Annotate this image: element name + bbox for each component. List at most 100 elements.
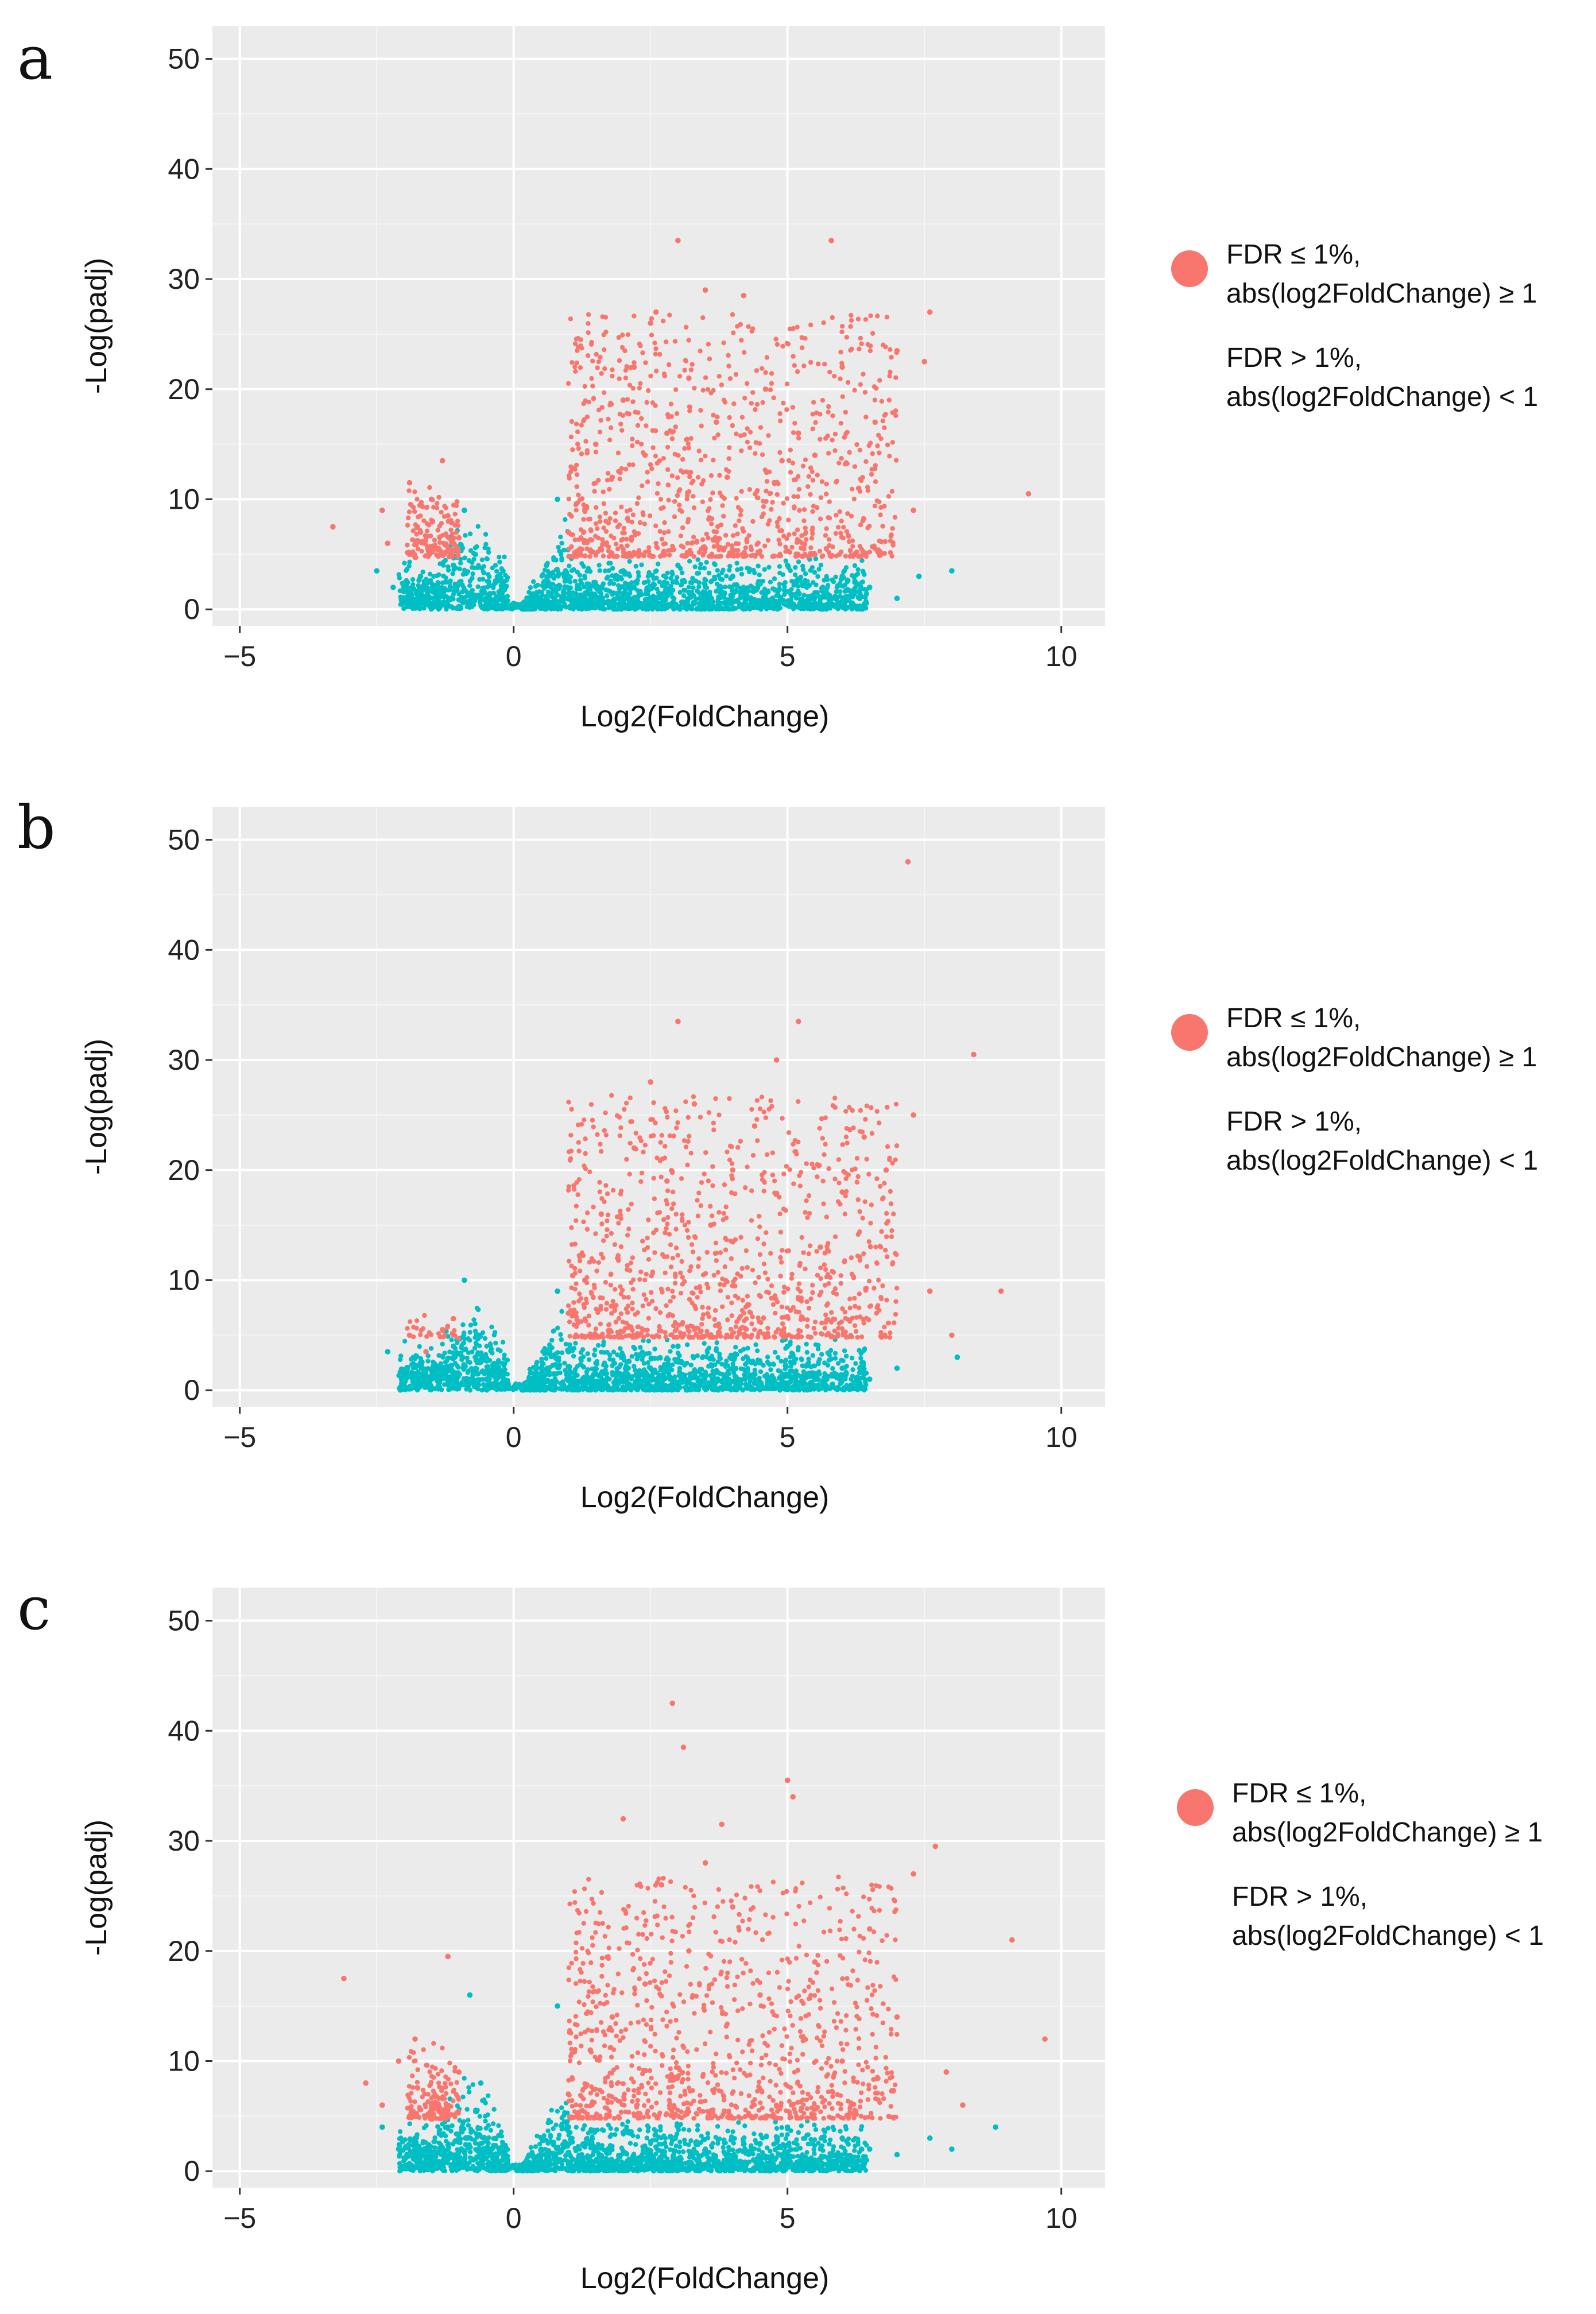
sig-point bbox=[880, 418, 885, 424]
nonsig-point bbox=[566, 589, 572, 595]
sig-point bbox=[654, 490, 660, 496]
sig-point bbox=[711, 458, 716, 463]
nonsig-point bbox=[688, 1376, 694, 1382]
sig-point bbox=[661, 372, 667, 377]
sig-point bbox=[799, 345, 805, 350]
sig-point bbox=[711, 529, 716, 534]
nonsig-point bbox=[401, 584, 406, 590]
nonsig-point bbox=[592, 594, 598, 600]
nonsig-point bbox=[409, 593, 415, 598]
nonsig-point bbox=[700, 604, 705, 609]
sig-point bbox=[846, 532, 851, 538]
nonsig-point bbox=[789, 587, 794, 592]
sig-point bbox=[742, 350, 747, 355]
sig-point bbox=[659, 536, 665, 542]
sig-point bbox=[774, 342, 780, 347]
nonsig-point bbox=[768, 579, 773, 585]
sig-point bbox=[599, 371, 604, 376]
sig-point bbox=[591, 396, 596, 401]
nonsig-data-point bbox=[374, 568, 379, 574]
nonsig-point bbox=[465, 569, 471, 574]
sig-point bbox=[677, 502, 682, 508]
sig-point bbox=[818, 516, 823, 521]
nonsig-point bbox=[502, 554, 507, 560]
nonsig-point bbox=[783, 558, 789, 563]
sig-point bbox=[568, 464, 574, 470]
nonsig-point bbox=[713, 1348, 719, 1353]
sig-point bbox=[826, 515, 831, 520]
sig-point bbox=[700, 315, 706, 320]
sig-point bbox=[588, 537, 593, 542]
nonsig-point bbox=[448, 1363, 454, 1368]
sig-point bbox=[847, 548, 853, 553]
sig-data-point bbox=[675, 238, 681, 243]
sig-point bbox=[629, 520, 634, 525]
sig-point bbox=[771, 395, 776, 401]
nonsig-point bbox=[570, 1348, 575, 1353]
nonsig-point bbox=[668, 1349, 673, 1354]
nonsig-point bbox=[628, 601, 634, 606]
sig-point bbox=[781, 400, 786, 406]
nonsig-point bbox=[465, 1359, 471, 1364]
sig-data-point bbox=[565, 529, 571, 535]
sig-point bbox=[808, 492, 813, 497]
nonsig-point bbox=[684, 603, 689, 608]
nonsig-point bbox=[672, 596, 677, 601]
nonsig-point bbox=[849, 1356, 855, 1361]
sig-point bbox=[601, 554, 606, 559]
sig-point bbox=[830, 315, 835, 320]
nonsig-point bbox=[544, 1365, 550, 1371]
sig-data-point bbox=[428, 496, 435, 502]
nonsig-point bbox=[693, 578, 699, 583]
sig-point bbox=[734, 431, 739, 436]
sig-point bbox=[455, 523, 461, 528]
nonsig-point bbox=[475, 524, 481, 529]
nonsig-point bbox=[545, 1377, 551, 1383]
sig-point bbox=[606, 520, 611, 526]
nonsig-point bbox=[858, 584, 863, 589]
nonsig-point bbox=[467, 583, 472, 589]
sig-point bbox=[808, 551, 813, 556]
nonsig-point bbox=[505, 1357, 510, 1363]
sig-point bbox=[882, 539, 888, 544]
nonsig-point bbox=[762, 567, 767, 572]
sig-point bbox=[565, 381, 571, 386]
sig-point bbox=[447, 550, 452, 555]
sig-data-point bbox=[839, 364, 845, 370]
sig-point bbox=[735, 552, 741, 558]
nonsig-point bbox=[816, 1361, 821, 1367]
nonsig-point bbox=[595, 1342, 601, 1348]
nonsig-data-point bbox=[533, 595, 539, 601]
sig-data-point bbox=[702, 287, 708, 293]
sig-point bbox=[694, 539, 699, 544]
nonsig-point bbox=[457, 566, 462, 571]
nonsig-point bbox=[526, 590, 532, 595]
nonsig-point bbox=[558, 606, 563, 612]
nonsig-point bbox=[724, 574, 729, 579]
nonsig-point bbox=[619, 1350, 625, 1356]
nonsig-point bbox=[410, 582, 416, 587]
sig-point bbox=[716, 554, 722, 559]
sig-point bbox=[786, 532, 792, 537]
sig-point bbox=[839, 329, 845, 335]
nonsig-point bbox=[430, 1363, 436, 1369]
sig-point bbox=[454, 499, 460, 504]
nonsig-point bbox=[652, 596, 657, 601]
sig-point bbox=[792, 504, 797, 509]
nonsig-point bbox=[569, 568, 575, 574]
nonsig-point bbox=[472, 1321, 478, 1326]
nonsig-point bbox=[858, 1365, 863, 1371]
sig-point bbox=[661, 550, 667, 555]
nonsig-point bbox=[640, 605, 645, 610]
nonsig-point bbox=[497, 1372, 502, 1377]
sig-point bbox=[839, 518, 844, 524]
sig-point bbox=[837, 509, 842, 514]
nonsig-point bbox=[574, 586, 579, 591]
nonsig-point bbox=[853, 1361, 858, 1366]
sig-point bbox=[795, 369, 800, 374]
nonsig-point bbox=[702, 576, 707, 582]
sig-point bbox=[666, 529, 671, 535]
sig-point bbox=[596, 359, 602, 365]
nonsig-point bbox=[402, 1338, 408, 1344]
nonsig-point bbox=[751, 589, 757, 594]
